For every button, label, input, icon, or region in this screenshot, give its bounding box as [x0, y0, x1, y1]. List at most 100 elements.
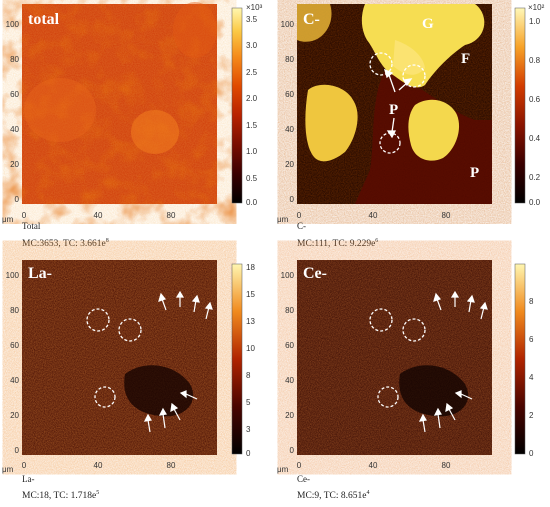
colorbar-ticks: 1.0 0.8 0.6 0.4 0.2 0.0	[529, 17, 541, 207]
x-axis: 0 40 80 μm	[2, 461, 176, 474]
x-axis: 0 40 80 μm	[277, 211, 451, 224]
svg-text:0: 0	[290, 195, 295, 204]
svg-text:80: 80	[442, 461, 451, 470]
panel-lanthanum: La- 100 80 60 40 20 0 0 40 80 μm	[0, 254, 275, 507]
svg-text:80: 80	[167, 211, 176, 220]
svg-text:0: 0	[297, 461, 302, 470]
panel-tag: La-	[28, 265, 52, 282]
region-label-filler: F	[461, 51, 470, 67]
svg-text:60: 60	[285, 90, 294, 99]
svg-text:0.0: 0.0	[246, 198, 258, 207]
svg-text:μm: μm	[277, 215, 289, 224]
svg-text:0: 0	[22, 461, 27, 470]
svg-text:0.8: 0.8	[529, 56, 541, 65]
colorbar-ticks: 3.5 3.0 2.5 2.0 1.5 1.0 0.5 0.0	[246, 15, 258, 207]
y-axis: 100 80 60 40 20 0	[281, 20, 295, 204]
svg-text:18: 18	[246, 263, 255, 272]
panel-stats: MC:9, TC: 8.651e4	[297, 490, 370, 502]
svg-text:60: 60	[285, 341, 294, 350]
colorbar	[231, 7, 243, 204]
svg-text:4: 4	[529, 373, 534, 382]
svg-text:0: 0	[15, 446, 20, 455]
svg-text:0.0: 0.0	[529, 198, 541, 207]
svg-text:1.0: 1.0	[246, 147, 258, 156]
svg-text:2: 2	[529, 411, 534, 420]
svg-text:40: 40	[285, 376, 294, 385]
svg-text:20: 20	[10, 411, 19, 420]
annotation-arrows	[143, 290, 213, 433]
svg-text:80: 80	[10, 55, 19, 64]
svg-text:0.6: 0.6	[529, 95, 541, 104]
svg-text:40: 40	[285, 125, 294, 134]
svg-text:6: 6	[529, 335, 534, 344]
svg-text:5: 5	[246, 398, 251, 407]
panel-caption: Ce-	[297, 474, 310, 484]
annotation-circles	[86, 308, 142, 408]
svg-text:0.5: 0.5	[246, 174, 258, 183]
annotation-circles	[369, 308, 426, 408]
svg-text:80: 80	[442, 211, 451, 220]
panel-tag: total	[28, 11, 60, 28]
svg-text:3.0: 3.0	[246, 41, 258, 50]
region-label-polymer: P	[389, 102, 398, 118]
svg-text:40: 40	[94, 461, 103, 470]
panel-cerium-figure: Ce- 100 80 60 40 20 0 0 40 80 μm	[277, 260, 534, 474]
panel-caption: Total	[22, 221, 41, 231]
panel-stats: MC:111, TC: 9.229e6	[297, 238, 379, 250]
panel-total: total 100 80 60 40 20 0 0 40 80 μm ×10³ …	[0, 0, 275, 253]
svg-text:100: 100	[281, 271, 295, 280]
y-axis: 100 80 60 40 20 0	[6, 271, 20, 455]
svg-text:80: 80	[285, 306, 294, 315]
svg-text:40: 40	[369, 211, 378, 220]
svg-text:0: 0	[529, 449, 534, 458]
region-label-graphite: G	[422, 16, 434, 32]
panel-stats: MC:3653, TC: 3.661e8	[22, 238, 109, 250]
panel-carbon: C- G F P P 100 80 60 40 20 0 0 40 80 μm	[275, 0, 550, 253]
panel-tag: Ce-	[303, 265, 327, 282]
svg-text:40: 40	[10, 376, 19, 385]
svg-text:40: 40	[369, 461, 378, 470]
svg-text:20: 20	[285, 411, 294, 420]
panel-stats: MC:18, TC: 1.718e5	[22, 490, 100, 502]
svg-text:1.0: 1.0	[529, 17, 541, 26]
svg-text:×10²: ×10²	[528, 3, 545, 12]
panel-total-figure: total 100 80 60 40 20 0 0 40 80 μm ×10³ …	[2, 2, 263, 224]
colorbar	[231, 263, 243, 455]
region-label-polymer-2: P	[470, 165, 479, 181]
svg-text:0: 0	[22, 211, 27, 220]
svg-text:0: 0	[290, 446, 295, 455]
colorbar-ticks: 8 6 4 2 0	[529, 297, 534, 458]
svg-text:100: 100	[6, 271, 20, 280]
svg-text:μm: μm	[2, 465, 14, 474]
svg-text:0.2: 0.2	[529, 173, 541, 182]
panel-carbon-figure: C- G F P P 100 80 60 40 20 0 0 40 80 μm	[277, 3, 545, 224]
panel-caption: C-	[297, 221, 306, 231]
colorbar	[514, 263, 526, 455]
svg-text:2.0: 2.0	[246, 94, 258, 103]
svg-text:2.5: 2.5	[246, 68, 258, 77]
svg-text:10: 10	[246, 344, 255, 353]
svg-text:μm: μm	[277, 465, 289, 474]
svg-text:0.4: 0.4	[529, 134, 541, 143]
panel-lanthanum-figure: La- 100 80 60 40 20 0 0 40 80 μm	[2, 260, 255, 474]
panel-tag: C-	[303, 11, 320, 28]
svg-text:60: 60	[10, 341, 19, 350]
y-axis: 100 80 60 40 20 0	[281, 271, 295, 455]
colorbar	[514, 7, 526, 204]
svg-text:×10³: ×10³	[246, 3, 263, 12]
svg-text:40: 40	[94, 211, 103, 220]
svg-text:0: 0	[15, 195, 20, 204]
y-axis: 100 80 60 40 20 0	[6, 20, 20, 204]
svg-text:100: 100	[281, 20, 295, 29]
svg-text:13: 13	[246, 317, 255, 326]
svg-text:60: 60	[10, 90, 19, 99]
panel-caption: La-	[22, 474, 35, 484]
svg-text:8: 8	[529, 297, 534, 306]
svg-text:40: 40	[10, 125, 19, 134]
annotation-arrows	[418, 290, 488, 433]
annotation-arrows	[383, 68, 413, 139]
colorbar-ticks: 18 15 13 10 8 5 3 0	[246, 263, 255, 458]
svg-text:μm: μm	[2, 215, 14, 224]
svg-text:20: 20	[10, 160, 19, 169]
svg-text:3: 3	[246, 425, 251, 434]
